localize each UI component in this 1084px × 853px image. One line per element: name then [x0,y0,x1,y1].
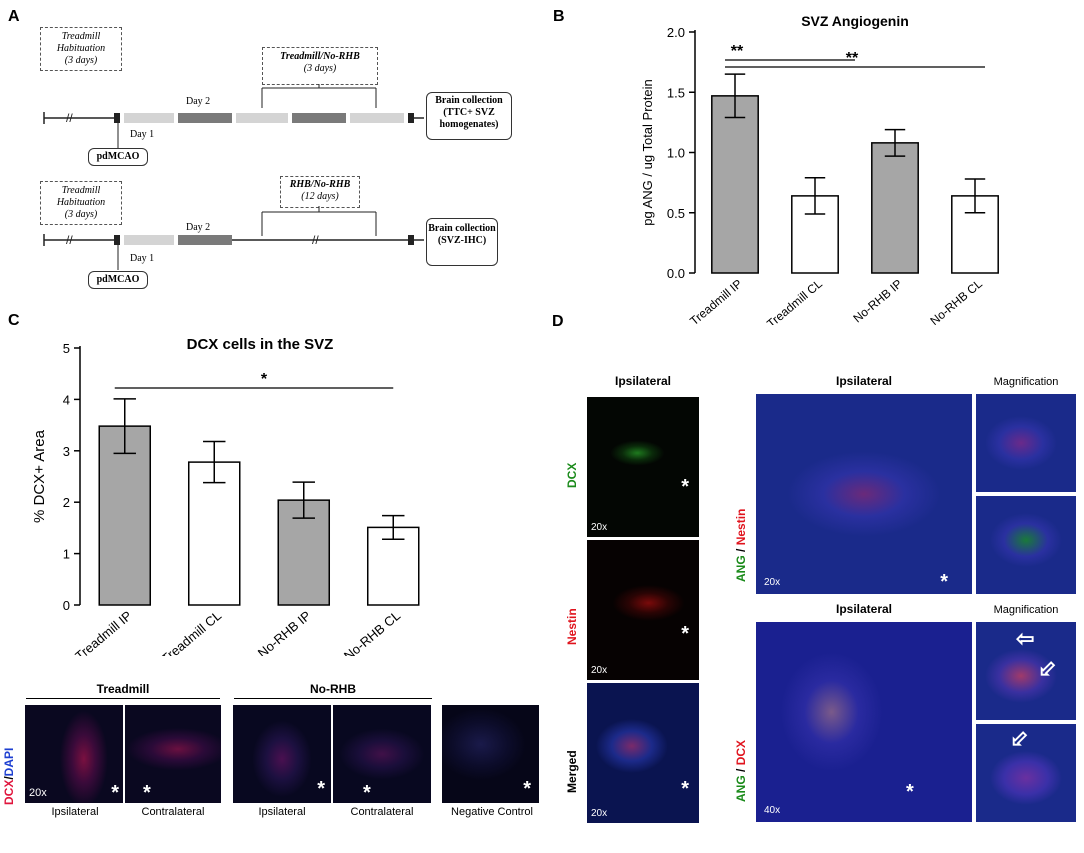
bar [98,425,152,606]
x-category-label: Treadmill CL [764,276,825,325]
day1-label-bottom: Day 1 [130,253,155,264]
collection-box-top: Brain collection (TTC+ SVZ homogenates) [426,92,512,140]
col-title-ipsilateral-top: Ipsilateral [835,374,893,388]
micrograph-dcx: 20x * [587,397,699,537]
magnified-ang-nestin-2 [976,496,1076,594]
micrograph-norhb-contralateral: * [333,705,431,803]
stain-label-dcx: DCX [565,462,579,488]
micrograph-merged: 20x * [587,683,699,823]
y-tick-label: 0 [63,598,70,613]
x-category-label: No-RHB CL [927,276,985,325]
panel-letter-b: B [553,8,565,25]
y-tick-label: 2 [63,495,70,510]
timeline-top-graphic: // [43,84,424,148]
caption-ipsilateral-2: Ipsilateral [258,806,306,818]
micrograph-treadmill-contralateral: * [125,705,221,803]
stain-label-nestin: Nestin [565,608,579,645]
caption-contralateral-1: Contralateral [141,806,205,818]
magnified-ang-nestin-1 [976,394,1076,492]
significance-marker: * [261,371,268,388]
treatment-box-bottom: RHB/No-RHB (12 days) [280,176,360,208]
y-tick-label: 1.5 [667,85,685,100]
significance-marker: ** [846,50,859,67]
micrograph-norhb-ipsilateral: * [233,705,331,803]
micrograph-negative-control: * [442,705,539,803]
chart-svz-angiogenin: SVZ Angiogenin 0.0 0.5 1.0 1.5 2.0 pg ANG / ug… [640,13,999,325]
y-axis-label: % DCX+ Area [31,429,48,523]
chart-title: SVZ Angiogenin [801,13,909,29]
col-title-magnification-top: Magnification [993,376,1059,388]
svg-text://: // [66,233,73,247]
y-tick-label: 1 [63,547,70,562]
y-axis-label: pg ANG / ug Total Protein [640,79,655,225]
bar [366,526,420,606]
panel-letter-a: A [8,8,20,25]
stain-label-merged: Merged [565,750,579,793]
caption-contralateral-2: Contralateral [350,806,414,818]
treatment-box-top: Treadmill/No-RHB (3 days) [262,47,378,85]
day2-label-top: Day 2 [186,96,211,107]
caption-ipsilateral-1: Ipsilateral [51,806,99,818]
arrow-icon: ⇦ [1003,724,1035,755]
svg-text://: // [312,233,319,247]
stain-label-ang-dcx: ANG / DCX [734,739,748,802]
bar [277,499,331,606]
x-category-label: No-RHB CL [341,608,403,656]
group-label-norhb: No-RHB [310,682,356,696]
stain-label-dcx-dapi: DCX/DAPI [2,747,16,805]
micrograph-ang-nestin: 20x * [756,394,972,594]
arrow-icon: ⇦ [1031,653,1063,685]
bar [187,461,241,606]
svg-text://: // [66,111,73,125]
x-category-label: Treadmill IP [72,608,134,656]
bar [711,95,759,274]
chart-dcx-cells: DCX cells in the SVZ 0 1 2 3 4 5 % DCX+ Area Tre… [31,336,420,656]
col-title-magnification-bottom: Magnification [993,604,1059,616]
col-title-ipsilateral-bottom: Ipsilateral [835,602,893,616]
magnified-ang-dcx-1: ⇦ ⇦ [976,622,1076,720]
pdmcao-box-top: pdMCAO [88,148,148,166]
y-tick-label: 0.0 [667,266,685,281]
group-label-treadmill: Treadmill [96,682,150,696]
arrow-icon: ⇦ [1016,626,1035,651]
y-tick-label: 0.5 [667,206,685,221]
pdmcao-box-bottom: pdMCAO [88,271,148,289]
significance-marker: ** [731,43,744,60]
bar [871,142,919,274]
collection-box-bottom: Brain collection (SVZ-IHC) [426,218,498,266]
habituation-box-bottom: Treadmill Habituation (3 days) [40,181,122,225]
day2-label-bottom: Day 2 [186,222,211,233]
micrograph-nestin: 20x * [587,540,699,680]
x-category-label: Treadmill CL [158,608,224,656]
day1-label-top: Day 1 [130,129,155,140]
x-category-label: No-RHB IP [255,608,314,656]
panel-letter-c: C [8,312,20,329]
stain-label-ang-nestin: ANG / Nestin [734,508,748,582]
timeline-bottom-graphic: // // [43,206,424,270]
panel-letter-d: D [552,313,564,330]
y-tick-label: 1.0 [667,146,685,161]
habituation-box-top: Treadmill Habituation (3 days) [40,27,122,71]
caption-negative-control: Negative Control [451,806,533,818]
micrograph-treadmill-ipsilateral: 20x * [25,705,123,803]
magnified-ang-dcx-2: ⇦ [976,724,1076,822]
y-tick-label: 2.0 [667,25,685,40]
micrograph-ang-dcx: 40x * [756,622,972,822]
y-tick-label: 3 [63,444,70,459]
x-category-label: No-RHB IP [850,277,904,325]
x-category-label: Treadmill IP [687,277,745,325]
y-tick-label: 5 [63,341,70,356]
y-tick-label: 4 [63,392,70,407]
col-title-ipsilateral-left: Ipsilateral [614,374,672,388]
chart-title: DCX cells in the SVZ [187,336,334,353]
